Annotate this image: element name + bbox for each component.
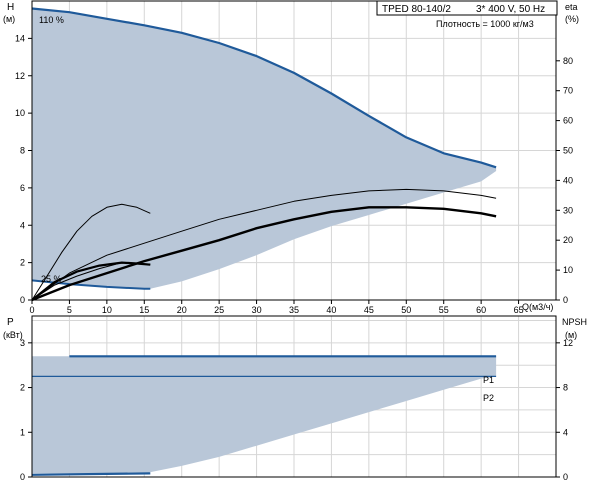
y-left-tick-label: 8 xyxy=(20,146,25,156)
y-right-tick-label: 0 xyxy=(563,295,568,305)
y-left-tick-label: 14 xyxy=(15,33,25,43)
x-axis-label: Q(м3/ч) xyxy=(522,302,553,312)
eta-curve-25-thin xyxy=(31,262,151,301)
x-tick-label: 35 xyxy=(289,305,299,315)
y-left-tick-label: 1 xyxy=(20,427,25,437)
y-left-tick-label: 12 xyxy=(15,71,25,81)
x-tick-label: 10 xyxy=(102,305,112,315)
operating-range-area xyxy=(32,8,497,289)
x-tick-label: 20 xyxy=(177,305,187,315)
y-right-tick-label: 12 xyxy=(563,338,573,348)
y-left-label-bottom: P xyxy=(7,317,14,328)
y-right-tick-label: 20 xyxy=(563,235,573,245)
qh-eta-panel: 0 5 10 15 20 25 30 35 40 45 50 55 60 65 0 2 4 6 8 10 12 14 0 10… xyxy=(15,0,573,315)
supply-text: 3* 400 V, 50 Hz xyxy=(476,4,545,15)
x-tick-label: 40 xyxy=(326,305,336,315)
y-left-tick-label: 3 xyxy=(20,338,25,348)
x-tick-label: 15 xyxy=(139,305,149,315)
y-left-tick-label: 2 xyxy=(20,258,25,268)
series-label-p1: P1 xyxy=(483,375,494,385)
header-box xyxy=(376,0,558,16)
qh-curve-min xyxy=(31,279,151,290)
y-right-tick-label: 10 xyxy=(563,265,573,275)
y-right-tick-label: 40 xyxy=(563,175,573,185)
p1-curve-min xyxy=(31,472,151,476)
x-tick-label: 60 xyxy=(476,305,486,315)
y-left-unit-bottom: (кВт) xyxy=(3,330,23,340)
y-left-tick-label: 2 xyxy=(20,383,25,393)
x-tick-label: 50 xyxy=(401,305,411,315)
y-right-tick-label: 4 xyxy=(563,427,568,437)
x-tick-label: 45 xyxy=(364,305,374,315)
y-left-label-top: H xyxy=(7,2,14,13)
y-right-tick-label: 0 xyxy=(563,472,568,480)
y-right-tick-label: 80 xyxy=(563,56,573,66)
annotation-110: 110 % xyxy=(39,15,64,25)
y-right-label-top: eta xyxy=(565,2,578,12)
y-left-tick-label: 10 xyxy=(15,108,25,118)
y-right-tick-label: 50 xyxy=(563,146,573,156)
y-right-tick-label: 8 xyxy=(563,383,568,393)
x-tick-label: 25 xyxy=(214,305,224,315)
density-text: Плотность = 1000 кг/м3 xyxy=(436,19,534,29)
y-left-tick-label: 0 xyxy=(20,295,25,305)
y-right-unit-top: (%) xyxy=(565,14,579,24)
y-left-tick-label: 4 xyxy=(20,220,25,230)
y-left-tick-label: 0 xyxy=(20,472,25,480)
eta-curve-110 xyxy=(31,203,151,301)
y-right-unit-bottom: (м) xyxy=(565,330,577,340)
power-range-area xyxy=(32,356,497,474)
x-tick-label: 0 xyxy=(29,305,34,315)
y-left-unit-top: (м) xyxy=(3,14,15,24)
y-right-tick-label: 60 xyxy=(563,116,573,126)
annotation-25: 25 % xyxy=(41,274,62,284)
eta-curve-thin xyxy=(31,188,497,301)
qh-curve-max xyxy=(31,7,497,169)
plot-frame-bottom xyxy=(31,315,557,478)
y-right-tick-label: 70 xyxy=(563,86,573,96)
x-tick-label: 30 xyxy=(252,305,262,315)
eta-curve-bold xyxy=(31,206,497,302)
x-tick-label: 55 xyxy=(439,305,449,315)
chart-labels: TPED 80-140/2 3* 400 V, 50 Hz Плотность … xyxy=(3,0,587,403)
x-tick-label: 65 xyxy=(514,305,524,315)
y-right-tick-label: 30 xyxy=(563,205,573,215)
x-tick-label: 5 xyxy=(67,305,72,315)
y-right-label-bottom: NPSH xyxy=(562,317,587,327)
pump-title: TPED 80-140/2 xyxy=(382,4,451,15)
series-label-p2: P2 xyxy=(483,393,494,403)
y-left-tick-label: 6 xyxy=(20,183,25,193)
